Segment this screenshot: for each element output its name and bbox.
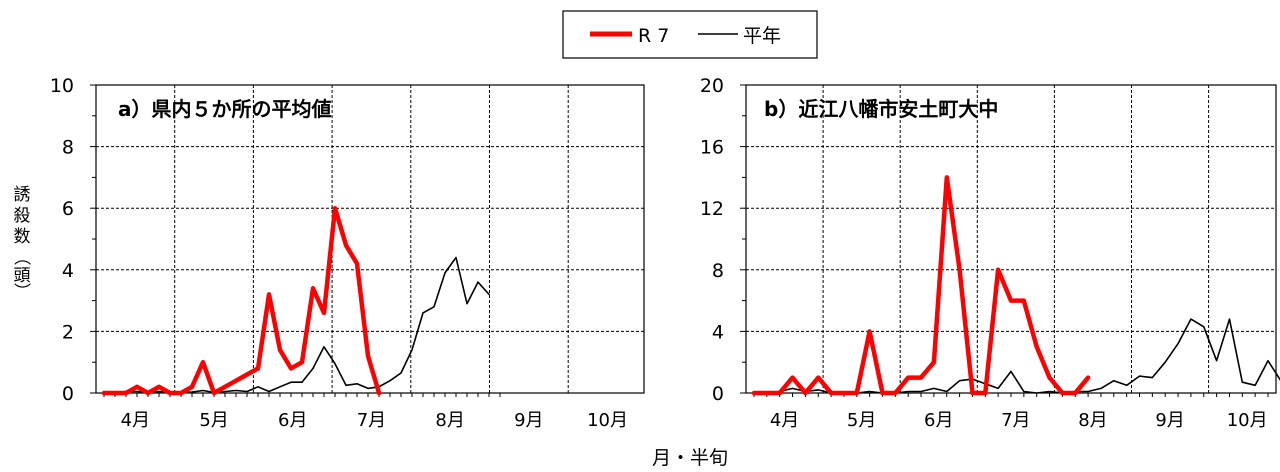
legend: R 7 平年	[562, 10, 818, 59]
y-tick-label: 16	[700, 137, 724, 159]
y-axis-label-char: 頭	[14, 266, 31, 286]
legend-label-r7: R 7	[638, 25, 669, 47]
y-tick-label: 2	[62, 321, 74, 343]
y-tick-label: 4	[62, 260, 74, 282]
y-tick-label: 8	[712, 260, 724, 282]
x-tick-label: 8月	[1078, 410, 1107, 431]
panel-title: b）近江八幡市安土町大中	[764, 97, 998, 121]
y-axis-label: 誘 殺 数 （ 頭 ）	[11, 185, 31, 300]
y-tick-label: 0	[62, 383, 74, 405]
x-tick-label: 9月	[1155, 410, 1184, 431]
y-tick-label: 0	[712, 383, 724, 405]
chart-panel-b: 0 4 8 12 16 20 4月 5月 6月 7月 8月 9月 10月 b）近江八幡市安土町大中	[700, 75, 1280, 431]
x-tick-label: 6月	[278, 410, 307, 431]
y-tick-label: 12	[700, 198, 724, 220]
series-line-r7	[101, 205, 382, 396]
plot-area	[95, 84, 645, 394]
series-line-r7	[751, 175, 1091, 396]
plot-area	[745, 84, 1277, 394]
x-tick-label: 4月	[121, 410, 150, 431]
y-axis-label-char: ）	[11, 283, 31, 300]
x-tick-label: 6月	[924, 410, 953, 431]
y-tick-label: 4	[712, 321, 724, 343]
x-tick-label: 5月	[199, 410, 228, 431]
legend-label-normal: 平年	[743, 25, 781, 47]
y-tick-label: 20	[700, 75, 724, 97]
x-tick-label: 7月	[1001, 410, 1030, 431]
x-tick-label: 4月	[770, 410, 799, 431]
chart-panel-a: 0 2 4 6 8 10 4月 5月 6月 7月 8月 9月 10月 a）県内５か所の平均値	[50, 75, 645, 431]
y-tick-label: 6	[62, 198, 74, 220]
x-tick-label: 5月	[847, 410, 876, 431]
y-axis-label-char: 数	[14, 227, 31, 247]
x-tick-label: 10月	[1227, 410, 1268, 431]
x-axis-label: 月・半旬	[652, 447, 728, 469]
y-tick-label: 10	[50, 75, 74, 97]
y-axis-label-char: 殺	[14, 206, 31, 226]
x-tick-label: 9月	[514, 410, 543, 431]
y-axis-label-char: （	[11, 249, 31, 266]
x-tick-label: 7月	[357, 410, 386, 431]
x-tick-label: 10月	[587, 410, 628, 431]
y-axis-label-char: 誘	[14, 185, 31, 205]
panel-title: a）県内５か所の平均値	[118, 97, 332, 121]
x-tick-label: 8月	[435, 410, 464, 431]
y-tick-label: 8	[62, 137, 74, 159]
